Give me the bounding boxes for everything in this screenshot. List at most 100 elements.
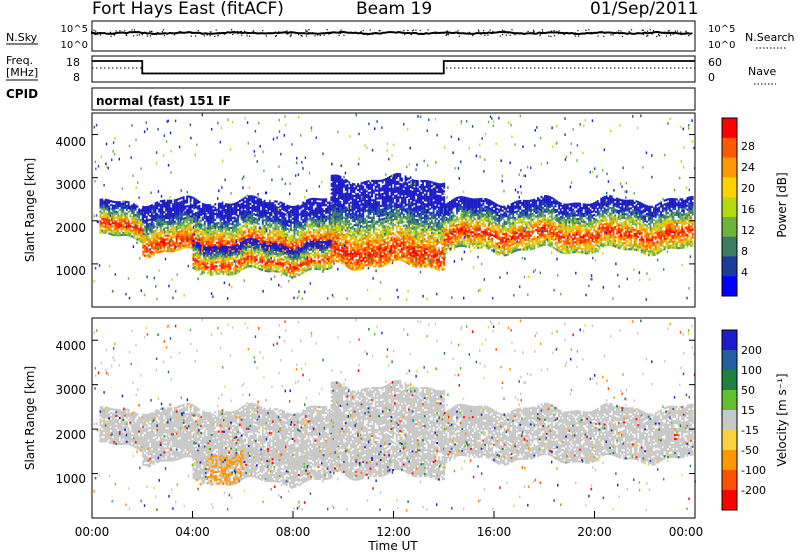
power-cell <box>273 242 276 246</box>
power-cell <box>325 237 328 240</box>
power-cell <box>189 232 192 235</box>
power-cell <box>244 221 247 225</box>
power-cell <box>245 258 248 261</box>
power-cell <box>346 234 349 237</box>
power-cell <box>319 227 322 230</box>
power-cell <box>222 270 225 273</box>
power-cell <box>307 231 310 234</box>
power-cell <box>216 216 218 219</box>
power-cell <box>197 262 200 265</box>
power-cell <box>254 217 257 220</box>
power-cell <box>108 217 111 220</box>
power-cell <box>234 266 237 269</box>
power-cell <box>154 225 157 228</box>
power-cell <box>283 222 285 225</box>
nsky-point <box>137 30 139 33</box>
power-cell <box>111 210 114 213</box>
power-cell <box>326 256 329 259</box>
power-cell <box>218 272 221 275</box>
power-cell <box>272 229 275 232</box>
power-cell <box>235 223 238 226</box>
power-cell <box>301 262 304 265</box>
power-cell <box>172 222 174 225</box>
power-cell <box>152 242 155 245</box>
power-cell <box>165 244 167 247</box>
power-cell <box>122 233 125 237</box>
power-cell <box>203 267 205 270</box>
power-cell <box>362 191 365 194</box>
power-cell <box>258 211 261 214</box>
power-cell <box>281 237 284 240</box>
power-cell <box>154 245 157 248</box>
power-cell <box>241 240 244 244</box>
power-cell <box>350 230 352 233</box>
power-cell <box>210 269 212 273</box>
power-cell <box>336 260 338 263</box>
power-cell <box>329 265 332 268</box>
power-cell <box>244 212 247 215</box>
power-cell <box>118 216 121 219</box>
power-cell <box>308 260 311 263</box>
power-cell <box>214 203 217 206</box>
power-cell <box>206 266 209 269</box>
power-cell <box>353 191 356 194</box>
power-cell <box>341 225 344 228</box>
power-cell <box>327 265 330 268</box>
power-cell <box>193 216 196 219</box>
power-cell <box>334 205 337 208</box>
nsky-point <box>503 30 505 32</box>
power-cell <box>249 222 252 225</box>
power-cell <box>191 227 194 230</box>
power-cell <box>115 212 118 215</box>
power-cell <box>326 246 329 249</box>
power-cell <box>315 265 318 269</box>
power-cell <box>231 228 234 231</box>
power-cell <box>255 256 258 260</box>
power-cell <box>120 230 123 233</box>
nsky-point <box>231 29 233 31</box>
power-cell <box>196 223 199 226</box>
power-cell <box>138 212 141 215</box>
power-cell <box>136 221 139 224</box>
power-cell <box>283 226 285 229</box>
power-cell <box>341 260 344 263</box>
power-cell <box>104 202 107 205</box>
power-cell <box>233 206 236 209</box>
power-cell <box>113 206 116 209</box>
power-cell <box>211 256 214 259</box>
power-cell <box>364 225 366 228</box>
power-cell <box>339 212 342 215</box>
power-cell <box>358 229 361 232</box>
power-cell <box>268 212 271 215</box>
power-cell <box>214 222 217 225</box>
power-cell <box>283 214 285 217</box>
power-cell <box>180 233 183 236</box>
power-cell <box>215 261 218 264</box>
power-cell <box>295 248 298 251</box>
power-cell <box>136 230 139 233</box>
power-cell <box>129 228 132 232</box>
power-cell <box>367 236 370 239</box>
power-cell <box>304 221 306 224</box>
power-cell <box>334 221 337 224</box>
power-cell <box>339 257 342 260</box>
power-cell <box>277 218 280 221</box>
power-cell <box>314 201 317 204</box>
power-cell <box>353 204 356 207</box>
power-cell <box>274 217 277 220</box>
nsky-point <box>239 31 242 33</box>
nsky-point <box>658 34 660 36</box>
power-cell <box>208 250 211 253</box>
power-cell <box>276 270 279 273</box>
power-cell <box>321 235 324 238</box>
nsky-point <box>244 30 246 32</box>
power-cell <box>230 230 233 233</box>
power-cell <box>224 240 227 243</box>
power-cell <box>191 217 194 221</box>
power-cell <box>247 265 249 268</box>
power-cell <box>293 248 296 251</box>
power-cell <box>168 244 171 247</box>
power-cell <box>257 253 260 256</box>
power-cell <box>168 246 171 249</box>
power-cell <box>358 256 361 259</box>
